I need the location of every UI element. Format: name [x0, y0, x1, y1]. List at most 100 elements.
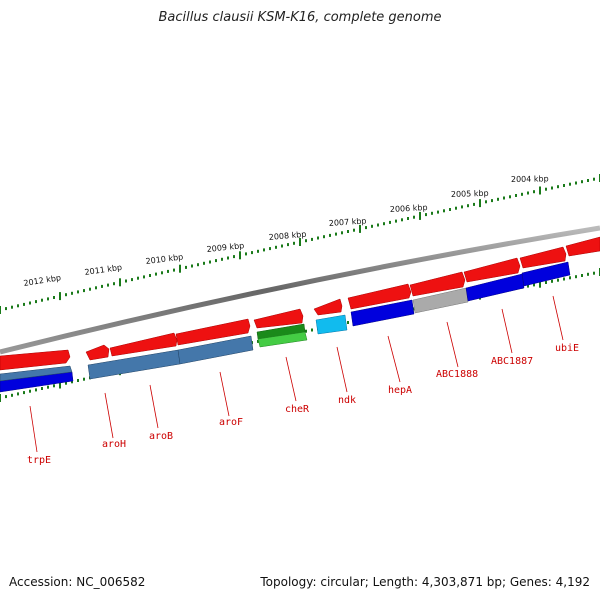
gene-block-ubiE[interactable] — [521, 261, 571, 287]
inner-scale-minor-tick — [545, 281, 547, 284]
gene-labels: trpE aroH aroB aroF cheR ndk hepA ABC188… — [27, 343, 579, 466]
inner-scale-minor-tick — [413, 307, 415, 311]
outer-scale-minor-tick — [329, 233, 331, 237]
accession-text: Accession: NC_006582 — [9, 575, 146, 589]
outer-scale-minor-tick — [533, 190, 535, 194]
outer-scale-minor-tick — [101, 284, 103, 288]
outer-scale-minor-tick — [263, 248, 265, 252]
gene-block-ndk[interactable] — [315, 314, 348, 335]
outer-scale-minor-tick — [149, 274, 151, 277]
gene-arrow-fwd-8[interactable] — [409, 271, 466, 297]
inner-scale-minor-tick — [533, 283, 535, 287]
gene-arrow-fwd-9[interactable] — [463, 257, 521, 283]
inner-scale-minor-tick — [83, 377, 85, 381]
outer-scale-minor-tick — [191, 264, 193, 268]
outer-scale-minor-tick — [269, 247, 271, 251]
outer-scale-major-tick — [239, 251, 241, 260]
outer-scale-minor-tick — [581, 180, 583, 184]
gene-block-cheR-light[interactable] — [257, 331, 308, 348]
genome-info-text: Topology: circular; Length: 4,303,871 bp… — [260, 575, 590, 589]
outer-scale-minor-tick — [437, 210, 439, 214]
outer-scale-minor-tick — [23, 302, 25, 306]
genome-title: Bacillus clausii KSM-K16, complete genom… — [158, 10, 442, 25]
inner-scale-minor-tick — [587, 272, 589, 276]
outer-scale-minor-tick — [335, 232, 337, 236]
outer-scale-minor-tick — [281, 244, 283, 248]
outer-scale-minor-tick — [527, 191, 529, 195]
scale-label-2010: 2010 kbp — [145, 252, 184, 266]
outer-scale-minor-tick — [305, 239, 307, 243]
gene-label-ABC1888: ABC1888 — [436, 369, 478, 380]
gene-arrow-fwd-2[interactable] — [85, 344, 110, 361]
outer-scale-minor-tick — [515, 194, 517, 197]
gene-block-hepA[interactable] — [350, 299, 415, 327]
outer-scale-minor-tick — [5, 307, 7, 311]
inner-scale-minor-tick — [65, 381, 67, 385]
outer-scale-minor-tick — [161, 271, 163, 275]
gene-block-ABC1887[interactable] — [465, 273, 525, 302]
inner-scale-major-tick — [0, 394, 1, 402]
gene-arrow-fwd-6[interactable] — [313, 298, 343, 316]
outer-scale-minor-tick — [221, 257, 223, 261]
outer-scale-minor-tick — [497, 197, 499, 201]
outer-scale-minor-tick — [467, 204, 469, 208]
outer-scale-major-tick — [179, 264, 181, 273]
outer-scale-minor-tick — [563, 184, 565, 187]
outer-scale-minor-tick — [137, 276, 139, 280]
outer-scale-minor-tick — [491, 199, 493, 203]
outer-scale-minor-tick — [185, 265, 187, 269]
inner-scale-minor-tick — [593, 271, 595, 275]
outer-scale-minor-tick — [95, 286, 97, 290]
gene-arrow-fwd-10[interactable] — [519, 246, 567, 269]
outer-scale-minor-tick — [107, 283, 109, 287]
gene-arrow-fwd-11[interactable] — [565, 236, 600, 257]
inner-scale-major-tick — [539, 279, 541, 288]
outer-scale-minor-tick — [383, 222, 385, 226]
outer-scale-minor-tick — [143, 275, 145, 279]
inner-scale-minor-tick — [557, 278, 559, 282]
outer-scale-minor-tick — [47, 297, 49, 301]
genome-backbone — [0, 225, 600, 355]
outer-scale-minor-tick — [347, 230, 349, 233]
outer-scale-minor-tick — [227, 256, 229, 260]
outer-scale-minor-tick — [587, 179, 589, 182]
outer-scale-minor-tick — [431, 211, 433, 215]
scale-label-2006: 2006 kbp — [390, 203, 428, 214]
inner-scale-minor-tick — [23, 391, 25, 395]
gene-arrow-fwd-4[interactable] — [175, 318, 251, 346]
outer-scale-minor-tick — [365, 226, 367, 230]
gene-arrow-fwd-7[interactable] — [347, 283, 412, 310]
outer-scale-minor-tick — [407, 217, 409, 220]
outer-scale-major-tick — [479, 199, 481, 208]
outer-scale-major-tick — [119, 278, 121, 287]
inner-scale-major-tick — [59, 380, 61, 389]
inner-scale-minor-tick — [527, 284, 529, 288]
gene-arrow-fwd-3[interactable] — [109, 332, 178, 357]
gene-block-aroB[interactable] — [177, 335, 254, 365]
outer-scale-minor-tick — [125, 279, 127, 283]
inner-scale-minor-tick — [11, 393, 13, 397]
gene-arrow-fwd-5[interactable] — [253, 308, 304, 329]
gene-label-aroF: aroF — [219, 417, 243, 428]
outer-scale-minor-tick — [557, 185, 559, 189]
inner-scale-minor-tick — [551, 279, 553, 283]
inner-scale-minor-tick — [581, 274, 583, 277]
outer-scale-minor-tick — [83, 289, 85, 293]
outer-scale-minor-tick — [425, 213, 427, 217]
outer-scale-major-tick — [419, 211, 421, 220]
outer-scale-minor-tick — [593, 177, 595, 181]
outer-scale-minor-tick — [155, 272, 157, 276]
gene-label-cheR: cheR — [285, 404, 310, 415]
scale-label-2011: 2011 kbp — [84, 263, 123, 277]
outer-scale-minor-tick — [449, 208, 451, 211]
gene-block-trpE-upper[interactable] — [0, 365, 73, 382]
outer-scale-minor-tick — [377, 223, 379, 227]
outer-scale-major-tick — [299, 238, 301, 246]
scale-label-2007: 2007 kbp — [329, 216, 367, 228]
gene-arrow-fwd-1[interactable] — [0, 349, 71, 371]
outer-scale-minor-tick — [77, 290, 79, 294]
gene-block-ABC1888[interactable] — [412, 287, 469, 314]
outer-scale-minor-tick — [473, 202, 475, 206]
outer-scale-minor-tick — [131, 278, 133, 282]
